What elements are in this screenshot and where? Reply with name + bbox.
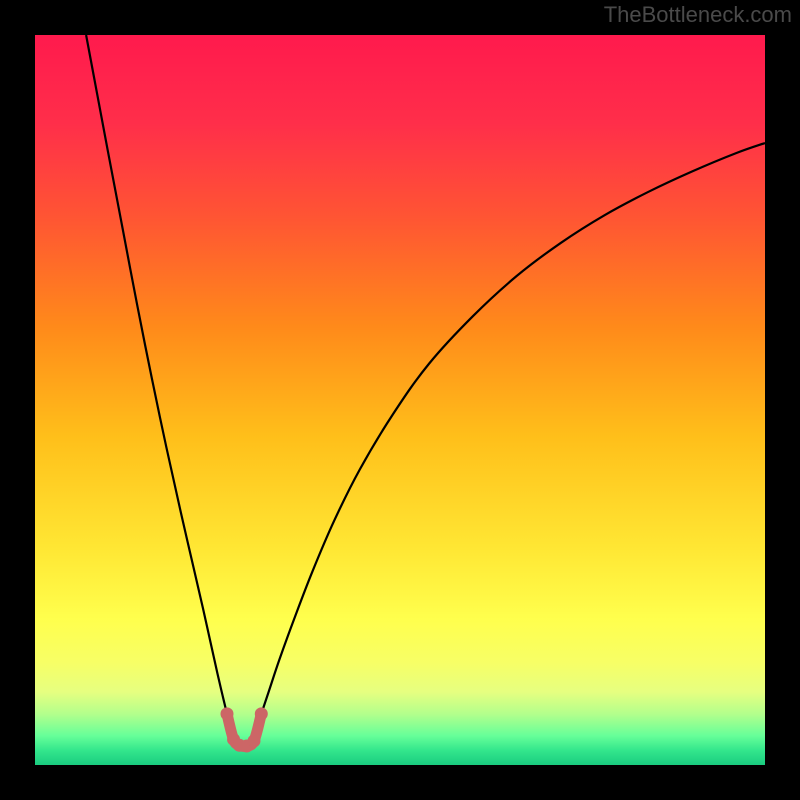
marker-dot <box>248 734 261 747</box>
marker-dot <box>255 707 268 720</box>
watermark-text: TheBottleneck.com <box>604 2 792 28</box>
chart-container: TheBottleneck.com <box>0 0 800 800</box>
bottleneck-chart <box>0 0 800 800</box>
marker-dot <box>220 707 233 720</box>
plot-area <box>35 35 765 765</box>
